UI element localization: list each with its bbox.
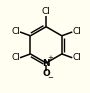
Text: Cl: Cl: [72, 53, 81, 62]
Text: Cl: Cl: [11, 27, 20, 36]
Text: Cl: Cl: [11, 53, 20, 62]
Text: Cl: Cl: [72, 27, 81, 36]
Text: Cl: Cl: [42, 7, 51, 16]
Text: +: +: [48, 55, 54, 61]
Text: −: −: [48, 75, 53, 81]
Text: N: N: [42, 58, 50, 68]
Text: O: O: [42, 69, 50, 78]
